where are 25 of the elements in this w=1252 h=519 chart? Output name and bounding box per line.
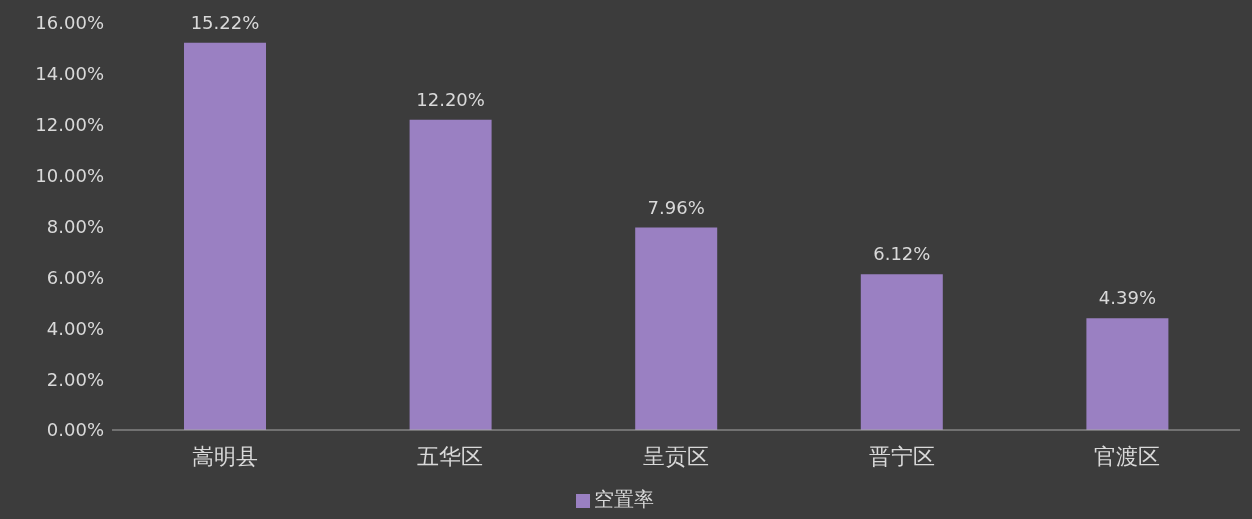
data-label: 12.20% xyxy=(416,88,485,110)
bar xyxy=(1086,318,1169,430)
data-label: 7.96% xyxy=(647,196,705,218)
y-tick-label: 8.00% xyxy=(46,215,104,237)
bar xyxy=(860,274,943,430)
x-tick-label: 五华区 xyxy=(417,443,484,469)
x-tick-label: 呈贡区 xyxy=(643,443,709,469)
y-tick-label: 2.00% xyxy=(46,368,104,390)
bar xyxy=(184,42,266,430)
bar xyxy=(635,227,718,430)
x-tick-label: 官渡区 xyxy=(1094,443,1161,469)
y-tick-label: 6.00% xyxy=(46,266,104,288)
bar xyxy=(409,119,492,430)
y-tick-label: 12.00% xyxy=(35,114,104,136)
legend-label: 空置率 xyxy=(594,487,654,511)
x-tick-label: 晋宁区 xyxy=(868,443,935,469)
y-tick-label: 0.00% xyxy=(46,419,104,441)
y-tick-label: 16.00% xyxy=(35,12,104,34)
y-tick-label: 14.00% xyxy=(35,63,104,85)
data-label: 4.39% xyxy=(1098,287,1156,309)
y-tick-label: 10.00% xyxy=(35,165,104,187)
y-tick-label: 4.00% xyxy=(46,317,104,339)
x-tick-label: 嵩明县 xyxy=(191,443,258,469)
data-label: 6.12% xyxy=(873,243,931,265)
data-label: 15.22% xyxy=(190,11,260,33)
